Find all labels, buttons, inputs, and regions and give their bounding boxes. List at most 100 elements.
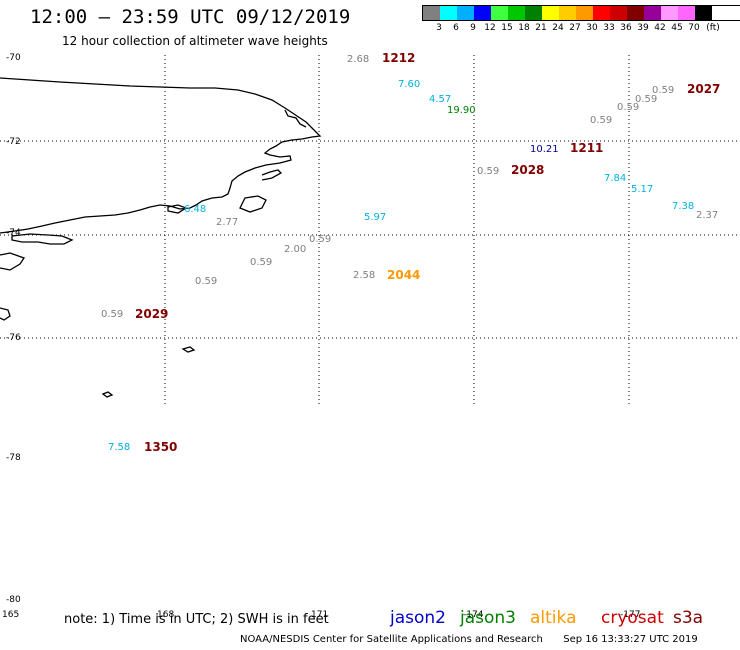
swh-value: 2.00 <box>284 244 306 255</box>
credit-agency: NOAA/NESDIS Center for Satellite Applica… <box>240 634 543 645</box>
swh-value: 0.59 <box>477 166 499 177</box>
coastline-main <box>0 77 322 234</box>
swh-value: 2.77 <box>216 217 238 228</box>
swh-value: 7.60 <box>398 79 420 90</box>
legend-tick-label: 21 <box>535 23 547 33</box>
island-7 <box>167 204 188 214</box>
swh-value: 0.59 <box>617 102 639 113</box>
swh-value: 0.59 <box>635 94 657 105</box>
credit-line: NOAA/NESDIS Center for Satellite Applica… <box>240 634 698 645</box>
lat-label-78: -78 <box>6 453 21 463</box>
pass-time: 1211 <box>570 141 603 155</box>
legend-tick-label: 45 <box>671 23 683 33</box>
swh-value: 0.59 <box>590 115 612 126</box>
swh-value: 6.48 <box>184 204 206 215</box>
satellite-altika: altika <box>530 608 577 628</box>
legend-swatch <box>474 6 491 20</box>
lon-label-171: 171 <box>311 610 328 620</box>
legend-swatch <box>559 6 576 20</box>
coastline <box>0 77 322 398</box>
legend-unit: (ft) <box>706 23 720 33</box>
lon-label-168: 168 <box>157 610 174 620</box>
legend-tick-label: 36 <box>620 23 632 33</box>
lon-label-177: -177 <box>620 610 640 620</box>
legend-swatch <box>644 6 661 20</box>
island-6 <box>101 391 114 398</box>
pass-time: 1350 <box>144 440 177 454</box>
pass-time: 2044 <box>387 268 420 282</box>
swh-value: 2.37 <box>696 210 718 221</box>
legend-swatch <box>627 6 644 20</box>
legend-tick-label: 6 <box>453 23 459 33</box>
pass-time: 1212 <box>382 51 415 65</box>
legend-swatch <box>695 6 712 20</box>
legend-tick-label: 15 <box>501 23 513 33</box>
swh-value: 10.21 <box>530 144 559 155</box>
pass-time: 2027 <box>687 82 720 96</box>
legend-swatch <box>610 6 627 20</box>
legend-swatch <box>440 6 457 20</box>
swh-value: 0.59 <box>250 257 272 268</box>
legend-tick-label: 27 <box>569 23 581 33</box>
legend-swatch <box>661 6 678 20</box>
color-legend: 3 6 9 12 15 18 21 24 27 30 33 36 39 42 45 70 (ft) <box>422 5 740 35</box>
swh-value: 7.84 <box>604 173 626 184</box>
lat-label-80: -80 <box>6 595 21 605</box>
legend-tick-label: 33 <box>603 23 615 33</box>
legend-tick-label: 24 <box>552 23 564 33</box>
wave-height-observations: 2.68 7.60 4.57 19.90 0.59 0.59 0.59 0.59… <box>101 54 718 453</box>
island-4 <box>0 307 11 321</box>
swh-value: 19.90 <box>447 105 476 116</box>
legend-tick-label: 30 <box>586 23 598 33</box>
legend-swatch <box>678 6 695 20</box>
axis-labels: -70 -72 -74 -76 -78 -80 165 168 171 -174… <box>2 53 640 620</box>
generated-timestamp: Sep 16 13:33:27 UTC 2019 <box>563 634 698 645</box>
pass-time: 2028 <box>511 163 544 177</box>
island-5 <box>181 346 196 353</box>
footnote: note: 1) Time is in UTC; 2) SWH is in fe… <box>64 612 329 627</box>
legend-swatch <box>423 6 440 20</box>
swh-value: 5.97 <box>364 212 386 223</box>
satellite-jason2: jason2 <box>390 608 446 628</box>
pass-time: 2029 <box>135 307 168 321</box>
legend-swatch <box>576 6 593 20</box>
lon-label-165: 165 <box>2 610 19 620</box>
legend-swatch <box>593 6 610 20</box>
satellite-s3a: s3a <box>673 608 704 628</box>
swh-value: 2.68 <box>347 54 369 65</box>
legend-tick-label: 18 <box>518 23 530 33</box>
map-subtitle: 12 hour collection of altimeter wave hei… <box>62 34 328 48</box>
swh-value: 5.17 <box>631 184 653 195</box>
island-1 <box>239 195 267 213</box>
island-3 <box>0 252 26 271</box>
legend-swatch <box>525 6 542 20</box>
swh-value: 0.59 <box>309 234 331 245</box>
legend-tick-label: 9 <box>470 23 476 33</box>
swh-value: 7.58 <box>108 442 130 453</box>
lat-label-70: -70 <box>6 53 21 63</box>
legend-tick-label: 70 <box>688 23 700 33</box>
lon-label-174: -174 <box>463 610 484 620</box>
legend-swatch <box>491 6 508 20</box>
graticule <box>0 55 740 406</box>
legend-tick-label: 3 <box>436 23 442 33</box>
swh-value: 0.59 <box>101 309 123 320</box>
legend-swatch <box>508 6 525 20</box>
island-2 <box>11 233 74 245</box>
swh-value: 7.38 <box>672 201 694 212</box>
coast-inlet <box>284 109 307 128</box>
swh-value: 0.59 <box>652 85 674 96</box>
legend-swatch <box>542 6 559 20</box>
legend-color-bar <box>422 5 740 21</box>
swh-value: 4.57 <box>429 94 451 105</box>
pass-time-labels: 1212 2027 1211 2028 2044 2029 1350 <box>135 51 720 454</box>
legend-ticks: 3 6 9 12 15 18 21 24 27 30 33 36 39 42 45 70 (ft) <box>422 21 740 35</box>
legend-tick-label: 39 <box>637 23 649 33</box>
coast-bay <box>261 169 283 181</box>
map-title: 12:00 – 23:59 UTC 09/12/2019 <box>30 6 351 28</box>
satellite-jason3: jason3 <box>460 608 516 628</box>
swh-value: 0.59 <box>195 276 217 287</box>
legend-tick-label: 12 <box>484 23 496 33</box>
lat-label-76: -76 <box>6 333 21 343</box>
